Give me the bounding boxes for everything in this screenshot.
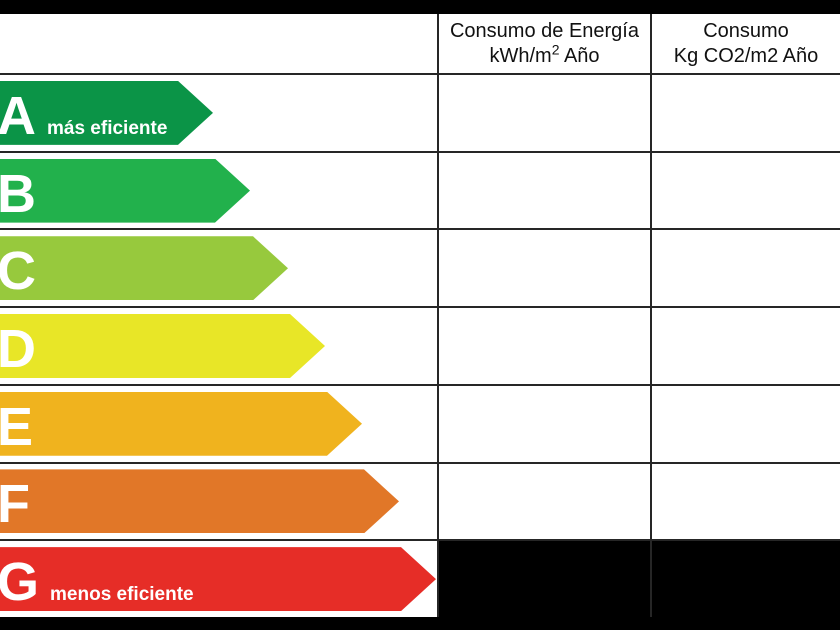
rating-letter-b: B	[0, 163, 35, 224]
energy-value-e	[439, 385, 650, 462]
superscript-2: 2	[551, 40, 560, 57]
rating-table: Consumo de Energía kWh/m2 Año Consumo Kg…	[0, 14, 840, 617]
energy-value-c	[439, 230, 650, 307]
rating-arrow-f: F	[0, 469, 399, 533]
header-co2-line1: Consumo	[703, 19, 789, 42]
rating-arrow-g: G menos eficiente	[0, 547, 436, 611]
energy-value-a	[439, 75, 650, 151]
header-energy-line2: kWh/m2 Año	[489, 40, 600, 67]
co2-value-d	[652, 308, 840, 384]
header-co2-consumption: Consumo Kg CO2/m2 Año	[652, 14, 840, 73]
energy-value-f	[439, 463, 650, 540]
rating-row-b: B	[0, 152, 437, 229]
rating-letter-a: A	[0, 85, 35, 146]
co2-value-e	[652, 385, 840, 462]
header-energy-line1: Consumo de Energía	[449, 19, 639, 42]
header-co2-line2: Kg CO2/m2 Año	[673, 44, 819, 67]
rating-row-a: A más eficiente	[0, 75, 437, 151]
rating-row-e: E	[0, 385, 437, 462]
rating-row-c: C	[0, 230, 437, 307]
co2-value-g-blacked-out	[652, 541, 840, 617]
rating-arrow-b: B	[0, 159, 250, 223]
header-energy-consumption: Consumo de Energía kWh/m2 Año	[439, 14, 650, 73]
co2-value-c	[652, 230, 840, 307]
rating-sublabel-g: menos eficiente	[50, 584, 194, 606]
rating-arrow-a: A más eficiente	[0, 81, 213, 145]
header-rating-spacer-cell	[0, 14, 437, 73]
rating-letter-f: F	[0, 474, 29, 535]
top-letterbox	[0, 0, 840, 14]
rating-letter-d: D	[0, 318, 35, 379]
rating-arrow-c: C	[0, 236, 288, 300]
rating-letter-c: C	[0, 241, 35, 302]
rating-sublabel-a: más eficiente	[47, 117, 168, 139]
energy-value-d	[439, 308, 650, 384]
rating-arrow-e: E	[0, 392, 362, 456]
energy-value-b	[439, 152, 650, 229]
rating-letter-g: G	[0, 552, 39, 613]
co2-value-b	[652, 152, 840, 229]
rating-row-g: G menos eficiente	[0, 541, 437, 617]
rating-row-f: F	[0, 463, 437, 540]
energy-value-g-blacked-out	[439, 541, 650, 617]
rating-arrow-d: D	[0, 314, 325, 378]
co2-value-f	[652, 463, 840, 540]
bottom-letterbox	[0, 617, 840, 630]
rating-letter-e: E	[0, 396, 33, 457]
rating-row-d: D	[0, 308, 437, 384]
co2-value-a	[652, 75, 840, 151]
